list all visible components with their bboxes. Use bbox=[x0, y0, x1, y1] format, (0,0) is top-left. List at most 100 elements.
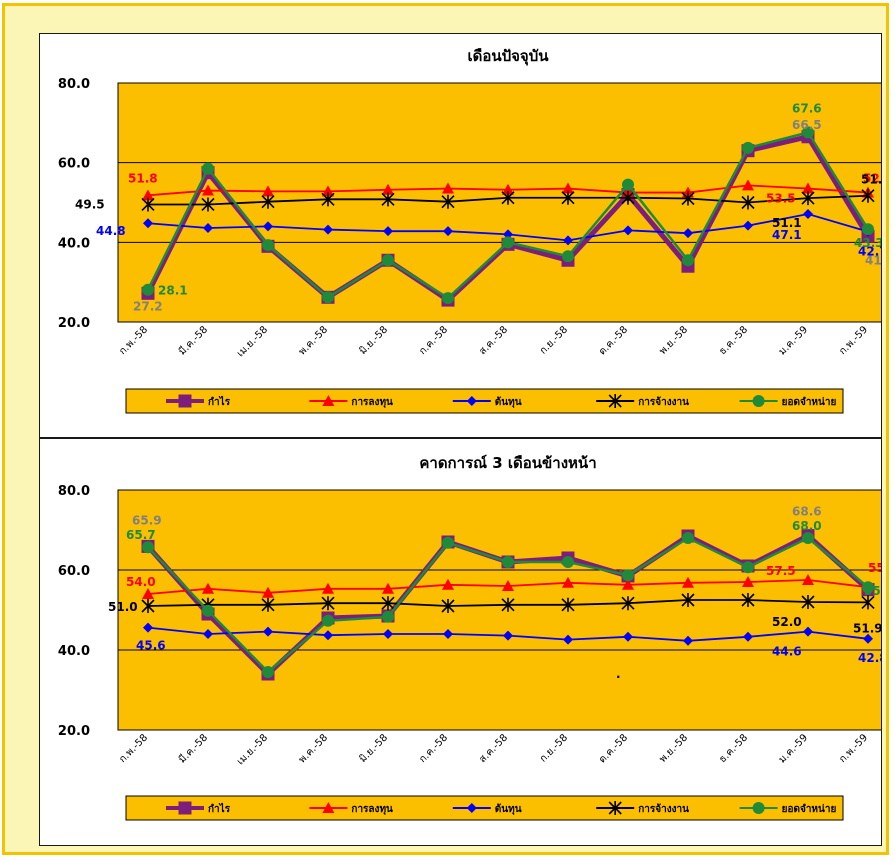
legend-marker-profit bbox=[178, 394, 192, 408]
legend-label: กำไร bbox=[208, 395, 231, 408]
data-label: 68.6 bbox=[792, 505, 822, 519]
legend-marker-cost bbox=[466, 803, 477, 813]
data-point-sales bbox=[562, 556, 574, 568]
x-tick-label: ก.พ.-58 bbox=[117, 732, 150, 765]
legend-item-profit: กำไร bbox=[166, 394, 231, 408]
data-point-investment bbox=[142, 588, 154, 599]
data-point-sales bbox=[322, 291, 334, 304]
data-label: 51.0 bbox=[108, 600, 138, 614]
data-point-employment bbox=[261, 597, 275, 612]
legend-label: การลงทุน bbox=[351, 397, 393, 408]
data-point-investment bbox=[382, 582, 394, 594]
data-label: 47.1 bbox=[772, 228, 802, 242]
legend-marker-sales bbox=[752, 802, 765, 814]
data-point-cost bbox=[503, 630, 513, 641]
y-tick-label: 80.0 bbox=[58, 77, 90, 92]
legend-label: การลงทุน bbox=[351, 804, 393, 815]
series-employment bbox=[141, 593, 875, 613]
data-point-investment bbox=[562, 576, 574, 588]
data-point-employment bbox=[621, 190, 635, 205]
data-label: 51.7 bbox=[861, 173, 881, 187]
data-label: 49.5 bbox=[75, 197, 105, 211]
x-tick-label: ก.ย.-58 bbox=[538, 732, 570, 764]
x-tick-label: มี.ค.-58 bbox=[176, 324, 210, 358]
y-tick-label: 40.0 bbox=[58, 644, 90, 659]
x-tick-label: ก.พ.-59 bbox=[837, 732, 870, 765]
data-point-cost bbox=[623, 631, 633, 642]
data-point-cost bbox=[323, 630, 333, 641]
y-tick-label: 40.0 bbox=[58, 236, 90, 251]
x-tick-label: ม.ค.-59 bbox=[777, 732, 810, 765]
data-point-employment bbox=[681, 191, 695, 206]
data-point-cost bbox=[443, 226, 453, 237]
data-point-sales bbox=[142, 283, 154, 296]
data-point-employment bbox=[681, 593, 695, 607]
data-label: 53.5 bbox=[766, 192, 796, 206]
legend-item-employment: การจ้างงาน bbox=[596, 801, 689, 815]
y-tick-label: 60.0 bbox=[58, 564, 90, 579]
data-point-cost bbox=[323, 224, 333, 235]
data-point-investment bbox=[802, 182, 814, 194]
data-label: 52.5 bbox=[863, 172, 881, 186]
data-point-employment bbox=[381, 192, 395, 207]
data-point-sales bbox=[202, 162, 214, 175]
data-label: 42.8 bbox=[858, 651, 881, 665]
legend-marker-employment bbox=[608, 801, 622, 815]
data-label: 28.1 bbox=[158, 284, 188, 298]
legend-item-profit: กำไร bbox=[166, 801, 231, 815]
x-tick-label: ต.ค.-58 bbox=[597, 324, 630, 357]
data-point-investment bbox=[442, 182, 454, 194]
data-point-sales bbox=[442, 536, 454, 549]
chart-title: คาดการณ์ 3 เดือนข้างหน้า bbox=[419, 454, 596, 472]
legend-label: ต้นทุน bbox=[495, 803, 522, 815]
data-label: 66.5 bbox=[792, 118, 822, 132]
data-point-employment bbox=[141, 599, 155, 613]
data-point-sales bbox=[562, 250, 574, 263]
data-point-investment bbox=[322, 582, 334, 594]
legend-marker-employment bbox=[608, 394, 622, 408]
data-point-investment bbox=[262, 185, 274, 197]
data-point-employment bbox=[441, 194, 455, 209]
x-tick-label: ก.ค.-58 bbox=[417, 324, 450, 357]
y-tick-label: 80.0 bbox=[58, 484, 90, 499]
data-point-investment bbox=[202, 582, 214, 594]
data-point-investment bbox=[502, 183, 514, 195]
data-point-employment bbox=[201, 197, 215, 212]
data-point-employment bbox=[741, 195, 755, 210]
data-point-sales bbox=[622, 178, 634, 191]
legend-label: การจ้างงาน bbox=[638, 396, 689, 408]
legend-item-cost: ต้นทุน bbox=[452, 396, 522, 408]
x-tick-label: มี.ค.-58 bbox=[176, 732, 210, 766]
data-point-cost bbox=[143, 622, 153, 633]
annotation: . bbox=[616, 667, 621, 681]
data-point-investment bbox=[802, 574, 814, 585]
data-label: 52.0 bbox=[772, 615, 802, 629]
data-point-employment bbox=[801, 595, 815, 609]
data-point-employment bbox=[381, 596, 395, 611]
data-label: 55.7 bbox=[864, 584, 881, 598]
data-point-cost bbox=[203, 222, 213, 233]
data-point-cost bbox=[383, 629, 393, 639]
data-point-cost bbox=[263, 626, 273, 637]
data-point-investment bbox=[202, 184, 214, 196]
data-point-employment bbox=[621, 596, 635, 611]
data-point-investment bbox=[742, 179, 754, 191]
data-point-employment bbox=[801, 191, 815, 206]
data-point-investment bbox=[322, 185, 334, 197]
data-label: 51.8 bbox=[128, 171, 158, 185]
data-point-investment bbox=[562, 182, 574, 194]
data-point-sales bbox=[742, 141, 754, 154]
data-point-employment bbox=[501, 190, 515, 205]
data-point-investment bbox=[682, 576, 694, 588]
data-point-cost bbox=[863, 633, 873, 644]
data-point-investment bbox=[142, 189, 154, 201]
legend-label: การจ้างงาน bbox=[638, 803, 689, 815]
x-tick-label: ธ.ค.-58 bbox=[717, 732, 750, 765]
data-point-investment bbox=[742, 576, 754, 587]
legend-item-sales: ยอดจำหน่าย bbox=[739, 802, 836, 815]
legend-item-employment: การจ้างงาน bbox=[596, 394, 689, 408]
x-tick-label: เม.ย.-58 bbox=[235, 732, 270, 767]
x-tick-label: มิ.ย.-58 bbox=[357, 732, 390, 765]
data-point-employment bbox=[321, 192, 335, 207]
x-tick-label: ก.พ.-59 bbox=[837, 324, 870, 357]
